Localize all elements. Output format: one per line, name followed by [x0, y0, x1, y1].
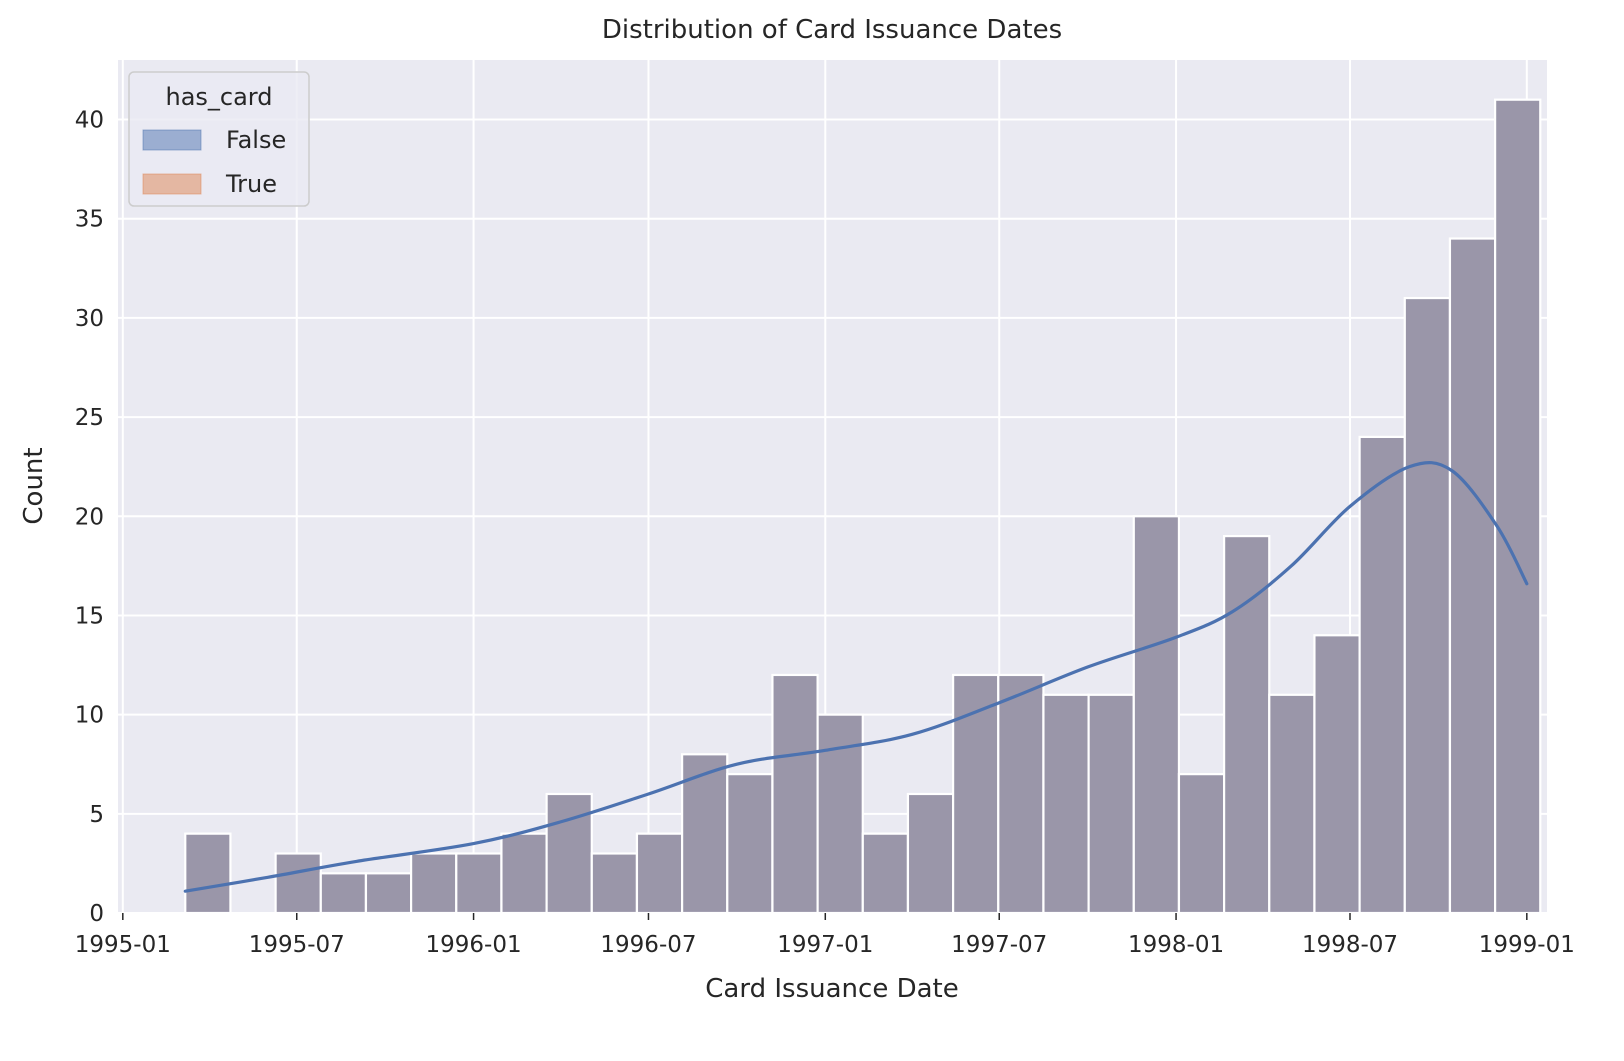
y-axis-label: Count: [19, 447, 49, 524]
x-axis-label: Card Issuance Date: [705, 974, 958, 1004]
x-tick-label: 1997-01: [777, 932, 873, 958]
histogram-bar: [952, 673, 1000, 915]
histogram-bar: [635, 832, 684, 915]
legend-frame: [128, 71, 310, 207]
x-tick-label: 1995-07: [249, 932, 345, 958]
y-tick-label: 10: [75, 703, 104, 729]
x-tick-label: 1996-07: [600, 932, 696, 958]
y-tick-label: 25: [75, 405, 104, 431]
x-tick-label: 1999-01: [1479, 932, 1575, 958]
histogram-bar: [455, 852, 503, 915]
x-tick-label: 1996-01: [426, 932, 522, 958]
histogram-bar: [1448, 237, 1497, 915]
histogram-bar: [816, 713, 864, 915]
x-tick-label: 1998-07: [1302, 932, 1398, 958]
x-tick-label: 1995-01: [75, 932, 171, 958]
y-tick-label: 40: [75, 108, 104, 134]
histogram-bar: [997, 673, 1045, 915]
histogram-bars: [184, 98, 1542, 915]
y-tick-label: 15: [75, 603, 104, 629]
x-tick-label: 1998-01: [1128, 932, 1224, 958]
histogram-bar: [1132, 515, 1181, 915]
histogram-bar: [1223, 534, 1271, 915]
histogram-bar: [274, 852, 322, 915]
chart-title: Distribution of Card Issuance Dates: [602, 15, 1062, 45]
histogram-bar: [1403, 296, 1452, 915]
y-tick-label: 35: [75, 207, 104, 233]
y-tick-label: 20: [75, 504, 104, 530]
histogram-bar: [184, 832, 232, 915]
histogram-bar: [1042, 693, 1090, 915]
histogram-bar: [1087, 693, 1135, 915]
y-tick-label: 30: [75, 306, 104, 332]
kde-line: [183, 461, 1529, 893]
histogram-bar: [545, 792, 593, 915]
y-tick-label: 5: [89, 802, 104, 828]
legend-label-true: True: [225, 170, 277, 198]
histogram-bar: [1358, 435, 1406, 915]
histogram-bar: [681, 753, 729, 915]
histogram-bar: [771, 673, 819, 915]
histogram-bar: [590, 852, 639, 915]
x-tick-label: 1997-07: [951, 932, 1047, 958]
histogram-bar: [726, 773, 774, 915]
histogram-bar: [1494, 98, 1542, 915]
histogram-bar: [861, 832, 910, 915]
histogram-bar: [1268, 693, 1316, 915]
y-tick-label: 0: [89, 901, 104, 927]
histogram-bar: [500, 832, 548, 915]
legend-title: has_card: [165, 83, 272, 111]
histogram-bar: [410, 852, 458, 915]
legend-swatch-true: [142, 173, 202, 195]
legend-swatch-false: [142, 129, 202, 151]
kde-curve: [183, 461, 1529, 893]
legend: has_card False True: [128, 71, 310, 207]
histogram-bar: [1313, 634, 1361, 915]
histogram-bar: [364, 872, 413, 915]
histogram-bar: [1177, 773, 1226, 915]
histogram-bar: [906, 792, 955, 915]
legend-label-false: False: [226, 126, 286, 154]
tick-labels: 0 5 10 15 20 25 30 35 40 1995-01 1995-07 1996-01 199…: [75, 108, 1575, 958]
histogram-bar: [319, 872, 368, 915]
